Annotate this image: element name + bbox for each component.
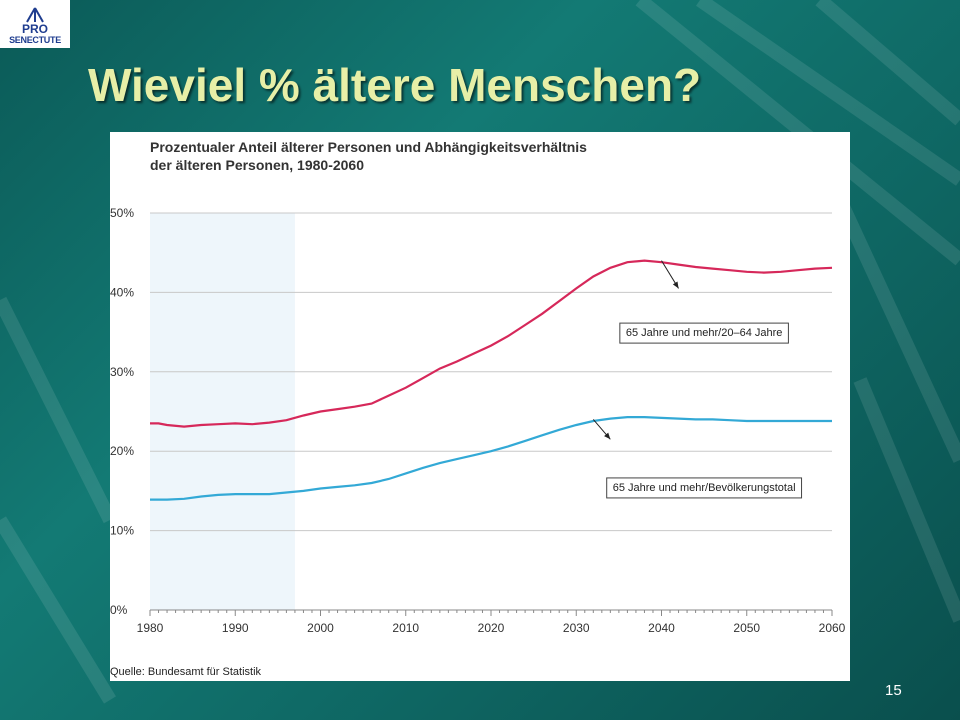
- series-line-2: [150, 416, 832, 501]
- x-tick-label: 2060: [819, 621, 846, 635]
- historical-shaded-area: [150, 213, 295, 610]
- series-line-1: [150, 259, 833, 428]
- x-tick-label: 2000: [307, 621, 334, 635]
- pro-senectute-logo: PRO SENECTUTE: [0, 0, 70, 48]
- x-tick-label: 2040: [648, 621, 675, 635]
- x-tick-label: 2010: [392, 621, 419, 635]
- y-tick-label: 40%: [110, 285, 134, 299]
- chart-panel: 0% 10% 20% 30% 40% 50% 1980 1990 2000 2010 2020 203…: [110, 132, 850, 681]
- series-label-2: 65 Jahre und mehr/Bevölkerungstotal: [613, 482, 796, 494]
- series-label-box-1: [619, 322, 789, 344]
- y-tick-label: 50%: [110, 206, 134, 220]
- x-tick-label: 1980: [137, 621, 164, 635]
- chart-title-line2: der älteren Personen, 1980-2060: [150, 157, 365, 173]
- series-label-box-2: [606, 477, 803, 499]
- y-tick-label: 30%: [110, 365, 134, 379]
- series-label-1: 65 Jahre und mehr/20–64 Jahre: [626, 327, 783, 339]
- chart-title: Prozentualer Anteil älterer Personen und…: [150, 138, 587, 174]
- logo-text-senectute: SENECTUTE: [9, 35, 61, 45]
- x-tick-label: 2020: [478, 621, 505, 635]
- x-tick-label: 2030: [563, 621, 590, 635]
- line-chart: 0% 10% 20% 30% 40% 50% 1980 1990 2000 2010 2020 203…: [110, 206, 846, 635]
- y-tick-label: 10%: [110, 524, 134, 538]
- y-tick-label: 20%: [110, 444, 134, 458]
- chart-source: Quelle: Bundesamt für Statistik: [110, 666, 262, 678]
- page-number: 15: [885, 682, 902, 699]
- logo-text-pro: PRO: [21, 22, 48, 36]
- annotation-arrow-head: [604, 432, 611, 440]
- chart-title-line1: Prozentualer Anteil älterer Personen und…: [150, 139, 587, 155]
- x-tick-label: 2050: [733, 621, 760, 635]
- x-tick-label: 1990: [222, 621, 249, 635]
- y-tick-label: 0%: [110, 603, 128, 617]
- annotation-arrow-head: [672, 281, 679, 289]
- slide-title: Wieviel % ältere Menschen?: [88, 59, 702, 111]
- logo-emblem-icon: [26, 7, 44, 23]
